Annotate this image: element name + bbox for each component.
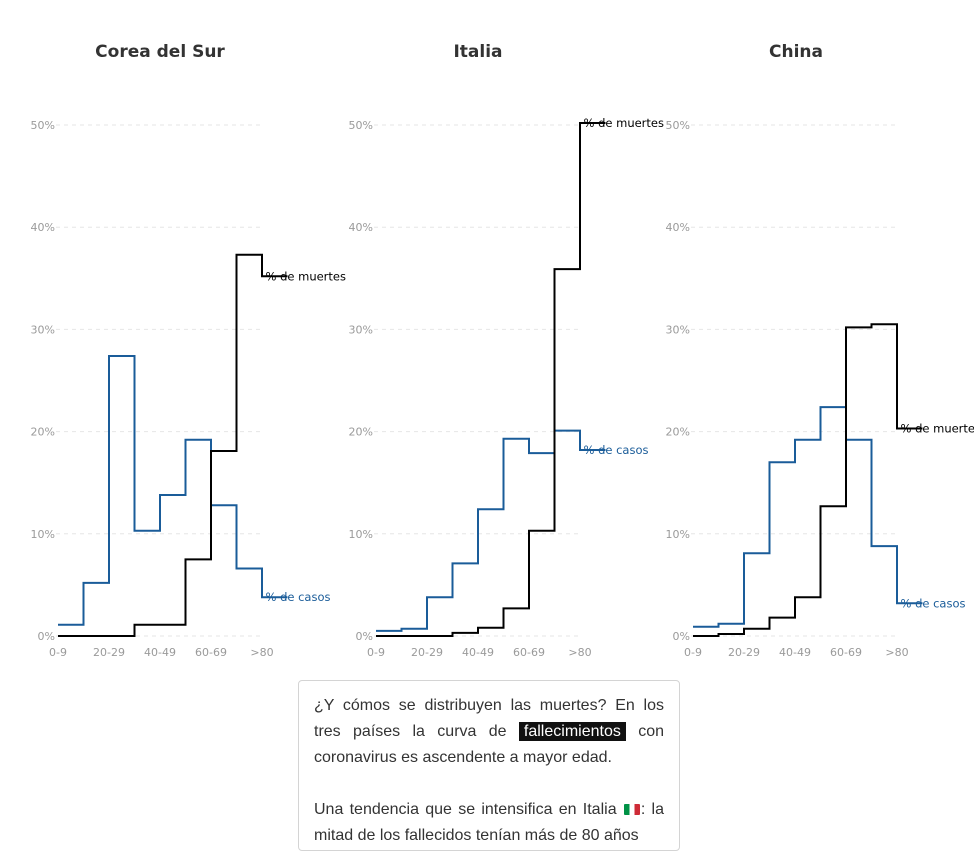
y-tick-label: 10% (666, 528, 690, 541)
y-tick-label: 50% (31, 119, 55, 132)
y-tick-label: 50% (349, 119, 373, 132)
x-tick-label: 40-49 (779, 646, 811, 659)
y-tick-label: 0% (673, 630, 690, 643)
title-china: China (769, 42, 823, 62)
x-tick-label: 20-29 (411, 646, 443, 659)
series-line-0 (376, 429, 606, 632)
series-label: % de muertes (901, 422, 974, 436)
x-tick-label: 60-69 (195, 646, 227, 659)
x-tick-label: 0-9 (684, 646, 702, 659)
y-tick-label: 20% (666, 426, 690, 439)
series-line-0 (58, 355, 288, 626)
series-label: % de casos (266, 590, 331, 604)
series-label: % de casos (901, 596, 966, 610)
highlight-fallecimientos: fallecimientos (518, 722, 626, 741)
y-tick-label: 10% (31, 528, 55, 541)
x-tick-label: 60-69 (830, 646, 862, 659)
series-line-1 (58, 253, 288, 637)
x-tick-label: 40-49 (144, 646, 176, 659)
x-tick-label: 0-9 (367, 646, 385, 659)
y-tick-label: 0% (356, 630, 373, 643)
x-tick-label: 20-29 (93, 646, 125, 659)
y-tick-label: 40% (666, 221, 690, 234)
series-label: % de casos (584, 443, 649, 457)
info-card: ¿Y cómos se distribuyen las muertes? En … (298, 680, 680, 851)
series-line-0 (693, 406, 923, 628)
x-tick-label: >80 (885, 646, 908, 659)
y-tick-label: 20% (31, 426, 55, 439)
x-tick-label: >80 (568, 646, 591, 659)
italy-flag-icon (623, 804, 640, 815)
y-tick-label: 40% (349, 221, 373, 234)
y-tick-label: 30% (666, 323, 690, 336)
x-tick-label: >80 (250, 646, 273, 659)
title-italia: Italia (453, 42, 503, 62)
x-tick-label: 40-49 (462, 646, 494, 659)
info-text-1a: ¿Y cómos se distribuyen las muertes? En … (314, 697, 664, 740)
x-tick-label: 60-69 (513, 646, 545, 659)
info-text-2b: : la mitad de los fallecidos tenían más … (314, 801, 665, 844)
info-text-2a: Una tendencia que se intensifica en Ital… (314, 801, 617, 818)
y-tick-label: 40% (31, 221, 55, 234)
x-tick-label: 20-29 (728, 646, 760, 659)
series-line-1 (693, 323, 923, 637)
y-tick-label: 30% (349, 323, 373, 336)
series-label: % de muertes (266, 269, 346, 283)
y-tick-label: 10% (349, 528, 373, 541)
info-paragraph-1: ¿Y cómos se distribuyen las muertes? En … (314, 693, 664, 771)
series-line-1 (376, 122, 606, 637)
title-corea: Corea del Sur (95, 42, 225, 62)
y-tick-label: 20% (349, 426, 373, 439)
y-tick-label: 0% (38, 630, 55, 643)
y-tick-label: 30% (31, 323, 55, 336)
y-tick-label: 50% (666, 119, 690, 132)
info-text-1b: con coronavirus es ascendente a mayor ed… (314, 723, 664, 766)
step-charts: 0% 10% 20% 30% 40% 50% 0-9 20-29 40-49 60-69 >80 % … (31, 116, 974, 659)
x-tick-label: 0-9 (49, 646, 67, 659)
series-label: % de muertes (584, 116, 664, 130)
info-paragraph-2: Una tendencia que se intensifica en Ital… (314, 797, 664, 849)
